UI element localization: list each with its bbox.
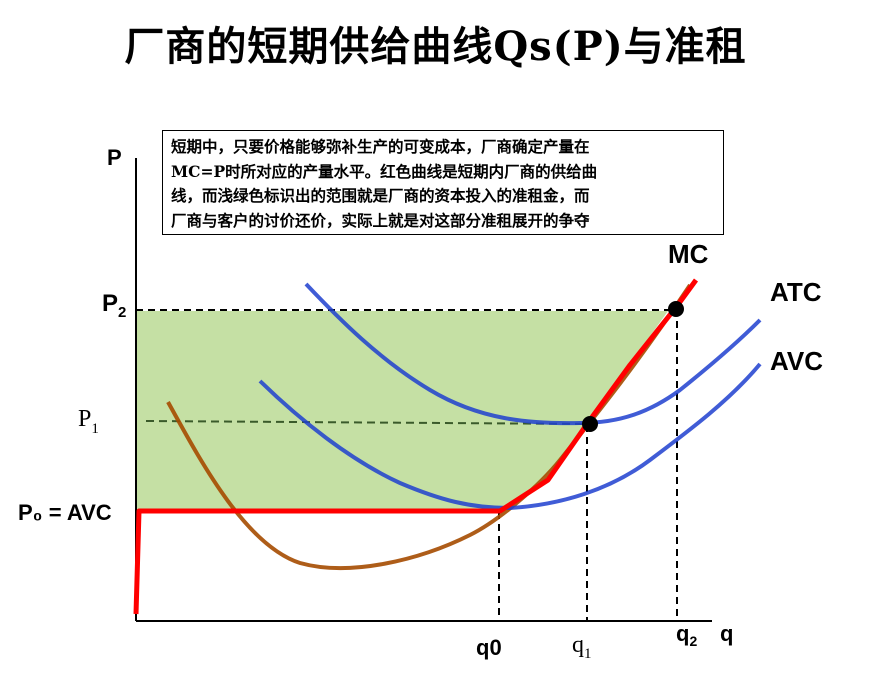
mc-label: MC — [668, 239, 709, 269]
note-line: 短期中，只要价格能够弥补生产的可变成本，厂商确定产量在 — [171, 137, 590, 156]
note-line: 厂商与客户的讨价还价，实际上就是对这部分准租展开的争夺 — [171, 210, 590, 230]
point-q2-p2 — [668, 301, 684, 317]
avc-curve — [258, 362, 762, 511]
x-axis-label: q — [720, 621, 733, 646]
p1-label: P1 — [78, 406, 99, 437]
q1-label: q1 — [572, 632, 592, 662]
q0-label: q0 — [476, 635, 502, 660]
point-q1-p1 — [582, 416, 598, 432]
avc-label: AVC — [770, 346, 823, 376]
p1-guide-line — [145, 420, 591, 425]
q2-label: q2 — [676, 621, 697, 649]
p2-label: P2 — [102, 290, 126, 321]
note-line: 线，而浅绿色标识出的范围就是厂商的资本投入的准租金，而 — [171, 186, 590, 205]
y-axis-label: P — [107, 145, 122, 170]
atc-label: ATC — [770, 277, 822, 307]
page-title: 厂商的短期供给曲线Qs(P)与准租 — [124, 23, 747, 70]
supply-curve — [133, 278, 699, 615]
p0-label: P₀ = AVC — [18, 500, 112, 525]
quasi-rent-area — [136, 311, 668, 510]
explanation-note: 短期中，只要价格能够弥补生产的可变成本，厂商确定产量在 MC=P时所对应的产量水… — [162, 130, 724, 235]
atc-curve — [304, 282, 762, 426]
note-line: MC=P时所对应的产量水平。红色曲线是短期内厂商的供给曲 — [171, 161, 598, 181]
